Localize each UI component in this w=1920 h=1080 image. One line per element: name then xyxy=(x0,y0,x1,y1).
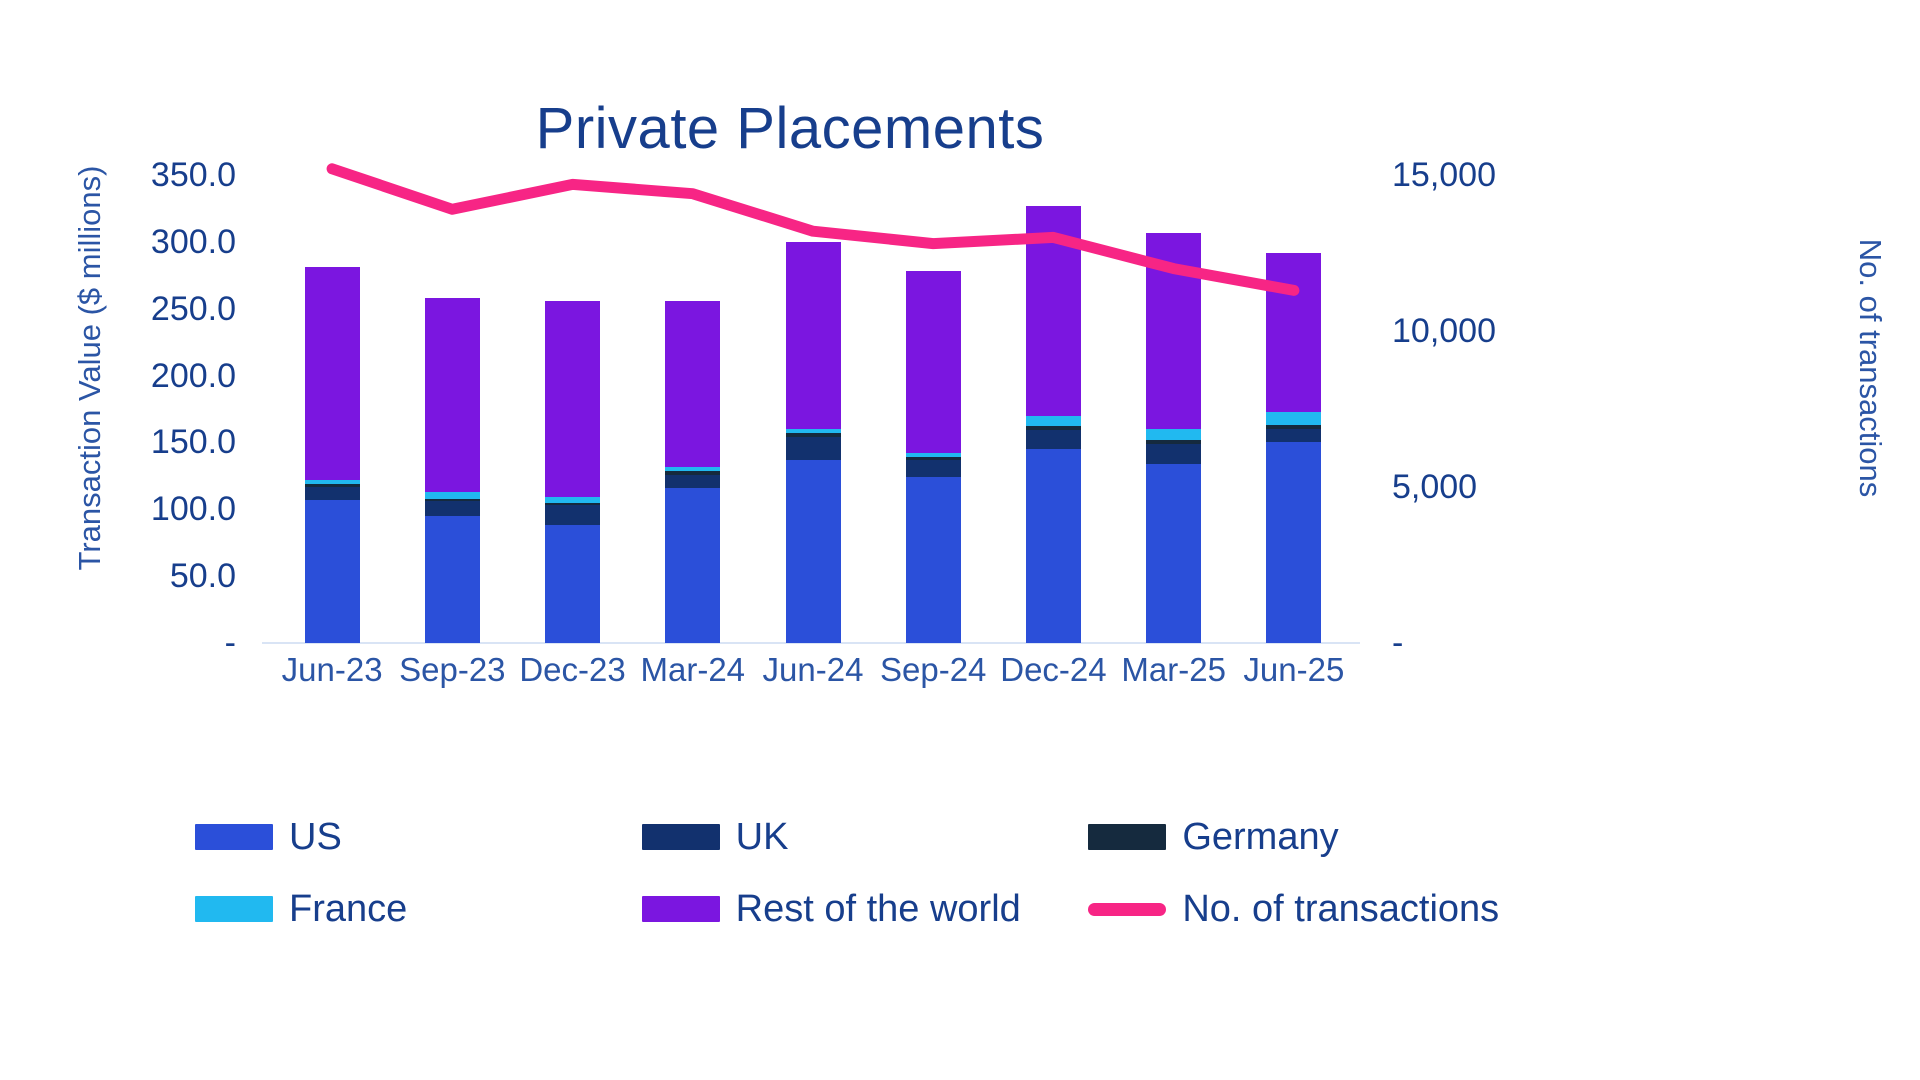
bar-segment-france[interactable] xyxy=(1266,411,1322,426)
bar-segment-us[interactable] xyxy=(304,499,360,643)
chart-legend: US UK Germany France Rest of the world No. of… xyxy=(195,818,1535,928)
bar-segment-rest-of-the-world[interactable] xyxy=(424,298,480,492)
bar-group[interactable] xyxy=(424,298,480,643)
bar-group[interactable] xyxy=(1266,252,1322,643)
line-series-no-of-transactions xyxy=(326,163,1300,296)
bar-segment-france[interactable] xyxy=(905,453,961,458)
bar-segment-france[interactable] xyxy=(1025,415,1081,427)
x-tick-label: Sep-23 xyxy=(399,651,506,688)
bar-segment-uk[interactable] xyxy=(905,459,961,478)
bar-segment-us[interactable] xyxy=(785,459,841,643)
legend-swatch-icon xyxy=(1088,824,1167,850)
bar-segment-germany[interactable] xyxy=(665,470,721,475)
legend-item-rest-of-the-world[interactable]: Rest of the world xyxy=(641,888,1089,930)
legend-item-no-of-transactions[interactable]: No. of transactions xyxy=(1088,890,1535,928)
bar-segment-france[interactable] xyxy=(785,429,841,434)
plot-area: - 50.0 100.0 150.0 200.0 250.0 300.0 350.0 - 5,0… xyxy=(151,158,1496,688)
legend-swatch-icon xyxy=(641,824,720,850)
bar-segment-us[interactable] xyxy=(665,487,721,643)
legend-item-uk[interactable]: UK xyxy=(641,816,1089,858)
bar-segment-germany[interactable] xyxy=(1025,426,1081,431)
x-tick-label: Dec-24 xyxy=(1000,651,1107,688)
x-tick-label: Sep-24 xyxy=(880,651,987,688)
y-tick-label-left: 250.0 xyxy=(150,289,236,328)
y-tick-label-left: 350.0 xyxy=(150,156,236,194)
bar-group[interactable] xyxy=(304,267,360,643)
x-tick-label: Jun-25 xyxy=(1243,651,1345,688)
y-tick-label-right: 15,000 xyxy=(1392,156,1496,194)
legend-item-us[interactable]: US xyxy=(195,818,642,856)
bar-segment-germany[interactable] xyxy=(545,502,601,506)
legend-label: Rest of the world xyxy=(735,888,1021,930)
bar-segment-uk[interactable] xyxy=(665,474,721,488)
bar-segment-rest-of-the-world[interactable] xyxy=(545,300,601,498)
bar-segment-us[interactable] xyxy=(424,515,480,643)
bar-group[interactable] xyxy=(545,300,601,643)
legend-swatch-icon xyxy=(195,824,273,850)
bar-segment-rest-of-the-world[interactable] xyxy=(1266,252,1322,412)
y-tick-label-left: 150.0 xyxy=(150,423,236,462)
legend-label: Germany xyxy=(1182,816,1339,858)
legend-label: France xyxy=(289,888,408,930)
y-tick-label-left: - xyxy=(224,624,236,662)
bar-segment-rest-of-the-world[interactable] xyxy=(905,271,961,454)
chart-title: Private Placements xyxy=(535,96,1045,161)
bar-group[interactable] xyxy=(785,241,841,643)
bar-segment-us[interactable] xyxy=(1025,449,1081,643)
bar-segment-uk[interactable] xyxy=(545,505,601,526)
bar-segment-france[interactable] xyxy=(424,491,480,499)
y-axis-title-left: Transaction Value ($ millions) xyxy=(72,165,107,571)
bar-segment-us[interactable] xyxy=(905,477,961,643)
bar-segment-uk[interactable] xyxy=(785,437,841,460)
bar-group[interactable] xyxy=(905,271,961,643)
legend-line-icon xyxy=(1088,902,1167,916)
bar-segment-germany[interactable] xyxy=(1146,439,1202,444)
bar-segment-rest-of-the-world[interactable] xyxy=(665,300,721,467)
legend-label: No. of transactions xyxy=(1182,888,1500,930)
legend-swatch-icon xyxy=(195,896,273,922)
bar-segment-uk[interactable] xyxy=(1146,443,1202,464)
bar-segment-germany[interactable] xyxy=(905,457,961,460)
bar-segment-france[interactable] xyxy=(665,466,721,471)
x-tick-label: Mar-24 xyxy=(640,651,746,688)
x-tick-label: Dec-23 xyxy=(519,651,626,688)
x-tick-label: Mar-25 xyxy=(1121,651,1226,688)
x-tick-label: Jun-24 xyxy=(762,651,864,688)
bar-segment-us[interactable] xyxy=(1266,442,1322,643)
y-tick-label-left: 100.0 xyxy=(150,490,236,529)
y-axis-title-right: No. of transactions xyxy=(1853,238,1888,498)
bar-segment-france[interactable] xyxy=(545,497,601,503)
bar-segment-rest-of-the-world[interactable] xyxy=(785,241,841,430)
bar-group[interactable] xyxy=(665,300,721,643)
bar-segment-france[interactable] xyxy=(304,479,360,484)
bar-segment-germany[interactable] xyxy=(424,498,480,502)
y-tick-label-left: 50.0 xyxy=(169,557,236,596)
bar-segment-uk[interactable] xyxy=(424,501,480,516)
bar-segment-france[interactable] xyxy=(1146,429,1202,440)
bar-segment-uk[interactable] xyxy=(1025,430,1081,450)
legend-item-france[interactable]: France xyxy=(195,890,642,928)
x-axis-baseline xyxy=(262,642,1360,644)
line-path xyxy=(326,163,1300,296)
y-tick-label-left: 300.0 xyxy=(150,222,236,261)
legend-swatch-icon xyxy=(641,896,720,922)
y-tick-label-left: 200.0 xyxy=(150,356,236,395)
bar-segment-us[interactable] xyxy=(545,525,601,643)
bar-segment-uk[interactable] xyxy=(304,486,360,500)
y-tick-label-right: - xyxy=(1392,624,1404,662)
x-tick-label: Jun-23 xyxy=(281,651,383,688)
y-tick-label-right: 5,000 xyxy=(1392,468,1478,506)
bar-segment-us[interactable] xyxy=(1146,463,1202,643)
y-tick-label-right: 10,000 xyxy=(1392,312,1496,350)
bar-segment-germany[interactable] xyxy=(304,483,360,487)
legend-label: US xyxy=(289,816,342,858)
bar-segment-germany[interactable] xyxy=(785,433,841,438)
bar-segment-rest-of-the-world[interactable] xyxy=(304,267,360,480)
bar-segment-germany[interactable] xyxy=(1266,425,1322,430)
legend-label: UK xyxy=(735,816,789,858)
legend-item-germany[interactable]: Germany xyxy=(1088,818,1535,856)
bar-segment-uk[interactable] xyxy=(1266,429,1322,443)
